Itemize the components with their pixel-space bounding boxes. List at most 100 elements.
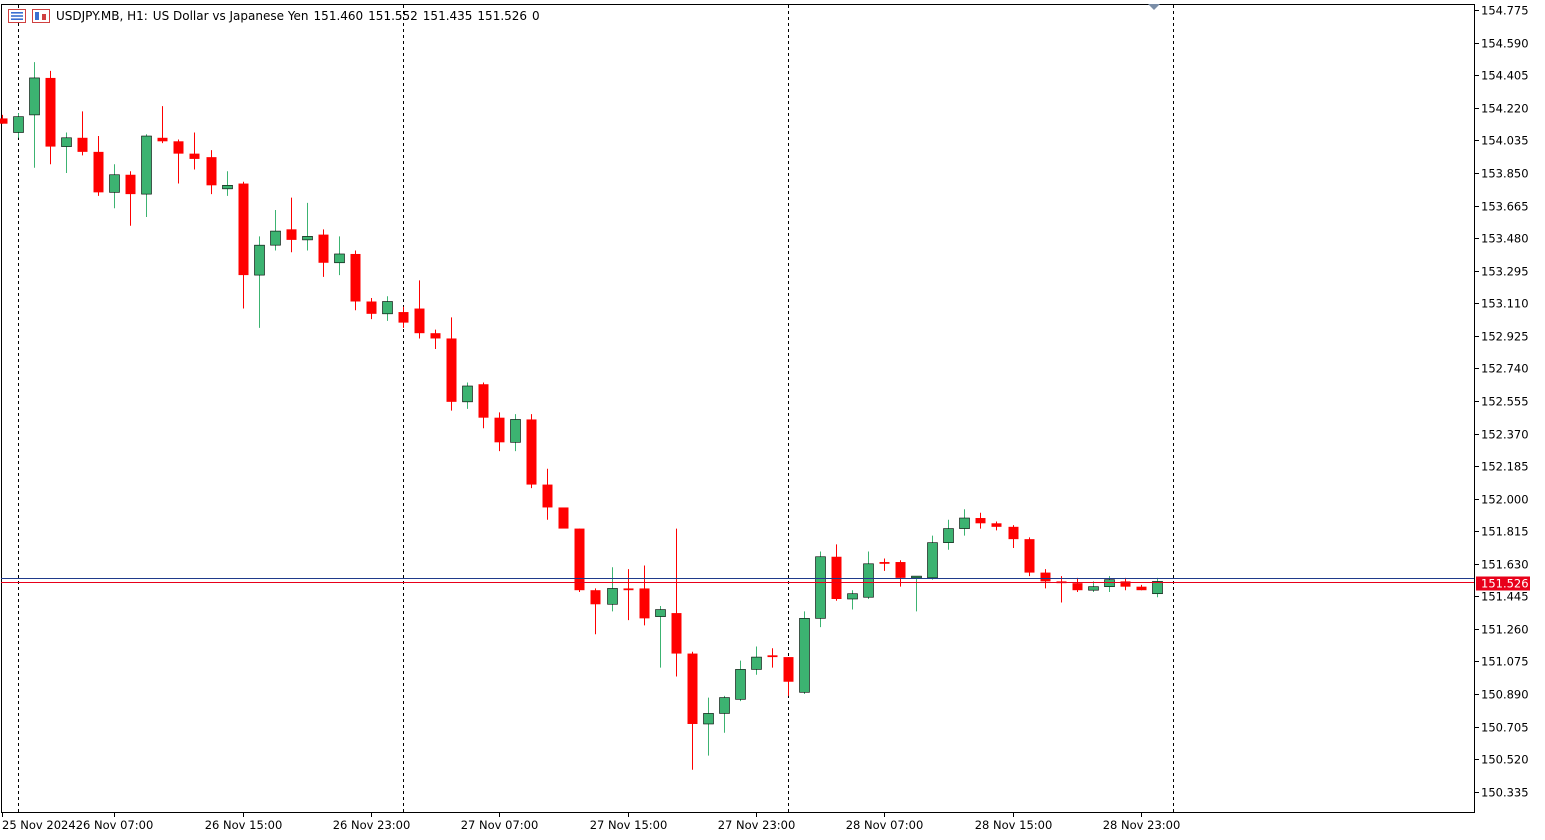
candle-body[interactable] bbox=[430, 333, 441, 339]
candle-body[interactable] bbox=[141, 135, 152, 195]
candle-body[interactable] bbox=[446, 338, 457, 402]
candle-body[interactable] bbox=[975, 518, 986, 524]
ohlc-close: 151.526 bbox=[477, 9, 528, 23]
candle-body[interactable] bbox=[478, 384, 489, 418]
candle-body[interactable] bbox=[895, 562, 906, 578]
plot-frame bbox=[1, 4, 1475, 813]
candle-body[interactable] bbox=[991, 523, 1002, 527]
candle-body[interactable] bbox=[879, 562, 890, 564]
candle-body[interactable] bbox=[1152, 581, 1163, 595]
y-tick-label: 152.925 bbox=[1481, 330, 1529, 344]
candle-body[interactable] bbox=[109, 174, 120, 193]
x-tick-label: 27 Nov 23:00 bbox=[718, 818, 796, 832]
candle-body[interactable] bbox=[125, 174, 136, 195]
candle-body[interactable] bbox=[719, 697, 730, 714]
candle-body[interactable] bbox=[93, 151, 104, 193]
candle-body[interactable] bbox=[13, 116, 24, 133]
candle-body[interactable] bbox=[1136, 586, 1147, 591]
candle-body[interactable] bbox=[286, 229, 297, 240]
candle-body[interactable] bbox=[1024, 539, 1035, 573]
y-tick-label: 154.405 bbox=[1481, 69, 1529, 83]
candle-body[interactable] bbox=[655, 609, 666, 617]
menu-icon[interactable] bbox=[8, 9, 26, 23]
candle-body[interactable] bbox=[590, 590, 601, 605]
y-tick-label: 154.590 bbox=[1481, 37, 1529, 51]
candle-body[interactable] bbox=[671, 613, 682, 654]
candle-body[interactable] bbox=[510, 419, 521, 443]
candle-body[interactable] bbox=[61, 137, 72, 147]
candle-body[interactable] bbox=[318, 234, 329, 263]
candle-body[interactable] bbox=[687, 653, 698, 724]
candle-body[interactable] bbox=[414, 308, 425, 334]
candle-body[interactable] bbox=[574, 528, 585, 591]
y-tick-label: 152.555 bbox=[1481, 395, 1529, 409]
candle-body[interactable] bbox=[270, 230, 281, 246]
x-tick-label: 28 Nov 15:00 bbox=[975, 818, 1053, 832]
candle-body[interactable] bbox=[334, 253, 345, 264]
scroll-marker-icon[interactable] bbox=[1148, 4, 1160, 10]
current-price-tag bbox=[1476, 576, 1530, 591]
candle-body[interactable] bbox=[173, 141, 184, 154]
candle-body[interactable] bbox=[783, 657, 794, 682]
candle-body[interactable] bbox=[526, 419, 537, 485]
candle-body[interactable] bbox=[366, 301, 377, 314]
candle-body[interactable] bbox=[222, 185, 233, 190]
x-tick-label: 27 Nov 07:00 bbox=[461, 818, 539, 832]
candle-body[interactable] bbox=[254, 244, 265, 276]
candle-body[interactable] bbox=[751, 656, 762, 670]
candle-body[interactable] bbox=[157, 137, 168, 142]
candle-body[interactable] bbox=[206, 157, 217, 186]
candle-body[interactable] bbox=[815, 556, 826, 619]
y-tick-label: 153.850 bbox=[1481, 167, 1529, 181]
candle-body[interactable] bbox=[382, 301, 393, 315]
candle-body[interactable] bbox=[1008, 526, 1019, 540]
candle-body[interactable] bbox=[959, 517, 970, 529]
chart-type-icon[interactable] bbox=[32, 9, 50, 23]
candle-body[interactable] bbox=[77, 137, 88, 152]
candle-body[interactable] bbox=[1120, 581, 1131, 587]
x-tick-label: 25 Nov 2024 bbox=[2, 818, 76, 832]
candle-body[interactable] bbox=[494, 417, 505, 443]
candle-body[interactable] bbox=[558, 507, 569, 529]
candle-body[interactable] bbox=[0, 118, 8, 124]
candle-body[interactable] bbox=[29, 77, 40, 116]
candle-body[interactable] bbox=[799, 618, 810, 693]
candle-body[interactable] bbox=[238, 183, 249, 276]
candle-body[interactable] bbox=[911, 575, 922, 579]
candle-body[interactable] bbox=[1072, 583, 1083, 591]
candle-body[interactable] bbox=[189, 153, 200, 159]
x-tick-label: 27 Nov 15:00 bbox=[590, 818, 668, 832]
y-tick-label: 152.740 bbox=[1481, 362, 1529, 376]
y-tick-label: 153.665 bbox=[1481, 200, 1529, 214]
candle-body[interactable] bbox=[607, 588, 618, 605]
candle-body[interactable] bbox=[943, 528, 954, 543]
candle-body[interactable] bbox=[623, 588, 634, 591]
candle-body[interactable] bbox=[703, 713, 714, 725]
y-tick-label: 154.775 bbox=[1481, 4, 1529, 18]
candle-body[interactable] bbox=[735, 669, 746, 700]
x-tick-label: 26 Nov 15:00 bbox=[205, 818, 283, 832]
candle-body[interactable] bbox=[831, 556, 842, 599]
candle-body[interactable] bbox=[45, 77, 56, 147]
candle-body[interactable] bbox=[462, 385, 473, 403]
candle-body[interactable] bbox=[863, 563, 874, 598]
candle-body[interactable] bbox=[542, 484, 553, 508]
candle-body[interactable] bbox=[350, 253, 361, 302]
candle-body[interactable] bbox=[398, 312, 409, 323]
candle-body[interactable] bbox=[639, 588, 650, 619]
y-tick-label: 153.110 bbox=[1481, 297, 1529, 311]
candle-body[interactable] bbox=[1040, 572, 1051, 582]
x-tick-label: 26 Nov 23:00 bbox=[333, 818, 411, 832]
candle-body[interactable] bbox=[1104, 579, 1115, 587]
candle-body[interactable] bbox=[767, 655, 778, 658]
y-tick-label: 151.445 bbox=[1481, 590, 1529, 604]
candle-body[interactable] bbox=[1088, 586, 1099, 591]
candle-body[interactable] bbox=[302, 236, 313, 241]
candle-body[interactable] bbox=[847, 593, 858, 600]
candle-body[interactable] bbox=[927, 542, 938, 579]
y-tick-label: 150.705 bbox=[1481, 721, 1529, 735]
x-tick-label: 28 Nov 23:00 bbox=[1103, 818, 1181, 832]
ohlc-open: 151.460 bbox=[313, 9, 364, 23]
